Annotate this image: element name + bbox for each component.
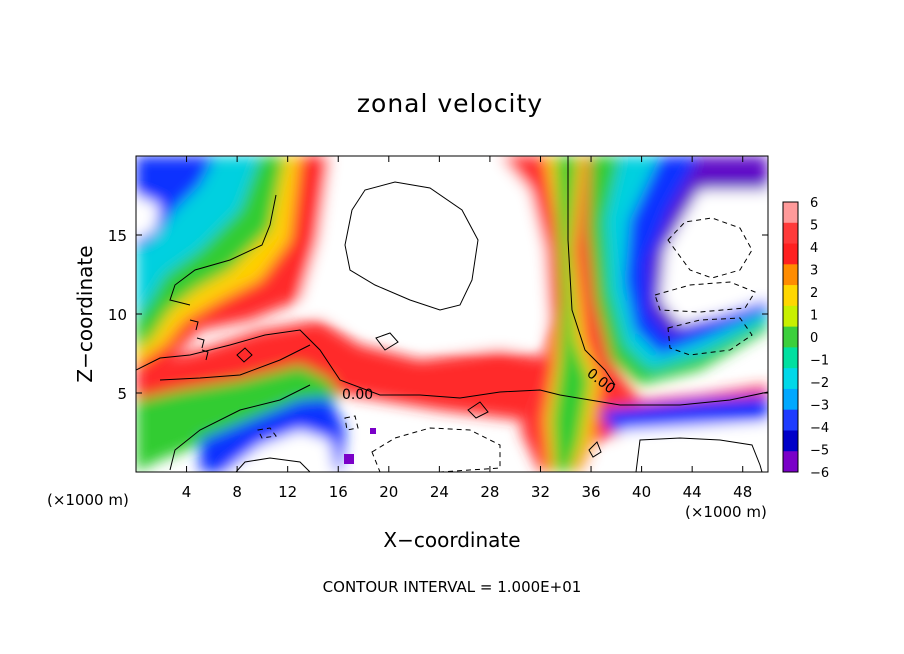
colorbar-tick-label: 6 — [810, 196, 818, 211]
colorbar-swatch — [783, 305, 798, 328]
colorbar-tick-label: −1 — [810, 354, 829, 369]
x-tick-label: 28 — [480, 483, 499, 501]
colorbar-tick-label: 3 — [810, 264, 818, 279]
x-tick-label: 44 — [683, 483, 702, 501]
colorbar-swatch — [783, 326, 798, 348]
colorbar-swatch — [783, 347, 798, 369]
contour-line — [344, 181, 479, 311]
contour-line — [588, 441, 602, 458]
contour-label: 0.00 — [342, 387, 373, 403]
contour-line — [189, 319, 209, 361]
plot-area: 0.00 0.00 — [136, 156, 768, 472]
colorbar-swatch — [783, 451, 798, 473]
dashed-contour — [654, 281, 756, 313]
dashed-contour — [257, 427, 277, 439]
x-tick-label: 8 — [232, 483, 242, 501]
contour-interval-note: CONTOUR INTERVAL = 1.000E+01 — [323, 578, 582, 596]
y-axis-label: Z−coordinate — [73, 245, 97, 382]
colorbar-swatch — [783, 368, 798, 390]
x-tick-label: 48 — [733, 483, 752, 501]
colorbar-swatch — [783, 264, 798, 286]
x-axis: 4 8 12 16 20 24 28 32 36 40 44 48 — [182, 156, 752, 501]
colorbar-tick-label: −6 — [810, 466, 829, 481]
colorbar: 6 5 4 3 2 1 0 −1 −2 −3 −4 −5 −6 — [782, 196, 829, 481]
x-tick-label: 36 — [581, 483, 600, 501]
colorbar-tick-label: 0 — [810, 331, 818, 346]
y-tick-label: 5 — [117, 385, 127, 403]
contour-line — [467, 401, 489, 419]
x-tick-label: 40 — [632, 483, 651, 501]
dashed-contour — [371, 427, 501, 472]
colorbar-swatch — [783, 409, 798, 431]
purple-speck — [370, 428, 376, 434]
colorbar-tick-label: 4 — [810, 241, 818, 256]
x-tick-label: 12 — [278, 483, 297, 501]
x-unit-right: (×1000 m) — [685, 503, 767, 521]
x-tick-label: 20 — [379, 483, 398, 501]
colorbar-tick-label: 5 — [810, 219, 818, 234]
x-axis-label: X−coordinate — [383, 528, 520, 552]
colorbar-tick-label: −3 — [810, 399, 829, 414]
colorbar-swatch — [783, 388, 798, 411]
colorbar-swatch — [783, 430, 798, 452]
colorbar-frame — [782, 201, 799, 473]
dashed-contour — [667, 217, 753, 279]
colorbar-swatch — [783, 222, 798, 245]
colorbar-tick-label: −4 — [810, 421, 829, 436]
colorbar-tick-label: 2 — [810, 286, 818, 301]
contour-line — [235, 457, 311, 472]
colorbar-tick-label: 1 — [810, 309, 818, 324]
purple-speck — [344, 454, 354, 464]
x-tick-label: 4 — [182, 483, 192, 501]
colorbar-swatch — [783, 243, 798, 265]
colorbar-tick-label: −5 — [810, 444, 829, 459]
contour-line — [375, 332, 399, 351]
y-tick-label: 15 — [108, 227, 127, 245]
contour-line — [169, 194, 277, 306]
contour-line — [169, 384, 311, 471]
y-axis: 5 10 15 — [108, 227, 768, 403]
x-tick-label: 16 — [329, 483, 348, 501]
contour-line — [136, 329, 768, 406]
contour-line — [159, 344, 311, 381]
colorbar-swatch — [783, 285, 798, 307]
colorbar-swatch — [783, 202, 798, 224]
contour-line — [567, 156, 616, 386]
dashed-contour — [344, 415, 359, 431]
chart-title: zonal velocity — [357, 89, 543, 118]
dashed-contour — [667, 317, 753, 356]
contour-line — [635, 437, 763, 472]
contour-line — [236, 347, 253, 363]
y-tick-label: 10 — [108, 306, 127, 324]
x-unit-left: (×1000 m) — [47, 491, 129, 509]
x-tick-label: 32 — [531, 483, 550, 501]
x-tick-label: 24 — [430, 483, 449, 501]
colorbar-tick-label: −2 — [810, 376, 829, 391]
